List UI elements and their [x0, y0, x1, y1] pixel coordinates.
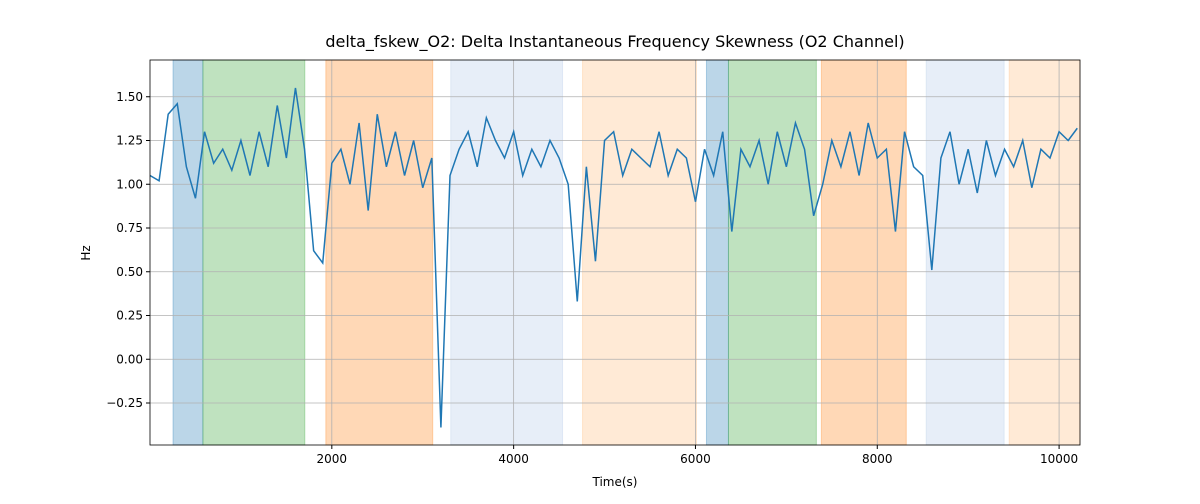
chart-title: delta_fskew_O2: Delta Instantaneous Freq…: [325, 32, 904, 52]
y-tick-label: 0.50: [116, 265, 143, 279]
shaded-span: [172, 59, 204, 446]
y-tick-label: 0.25: [116, 309, 143, 323]
shaded-span: [582, 59, 697, 446]
plot-frame: [149, 59, 1081, 446]
shaded-span: [325, 59, 434, 446]
y-tick-label: 1.25: [116, 134, 143, 148]
y-tick-label: 1.00: [116, 177, 143, 191]
shaded-span: [820, 59, 907, 446]
x-tick-label: 4000: [498, 452, 529, 466]
y-tick-label: 1.50: [116, 90, 143, 104]
x-tick-label: 2000: [317, 452, 348, 466]
shaded-span: [202, 59, 306, 446]
y-tick-label: 0.00: [116, 352, 143, 366]
x-tick-label: 8000: [862, 452, 893, 466]
shaded-span: [925, 59, 1005, 446]
shaded-span: [705, 59, 729, 446]
data-line: [149, 87, 1078, 428]
y-axis-label: Hz: [79, 245, 93, 260]
x-tick-label: 10000: [1040, 452, 1078, 466]
x-tick-label: 6000: [680, 452, 711, 466]
shaded-span: [450, 59, 564, 446]
shaded-span: [1008, 59, 1081, 446]
y-tick-label: 0.75: [116, 221, 143, 235]
y-tick-label: −0.25: [106, 396, 143, 410]
shaded-span: [727, 59, 817, 446]
x-axis-label: Time(s): [592, 475, 638, 489]
